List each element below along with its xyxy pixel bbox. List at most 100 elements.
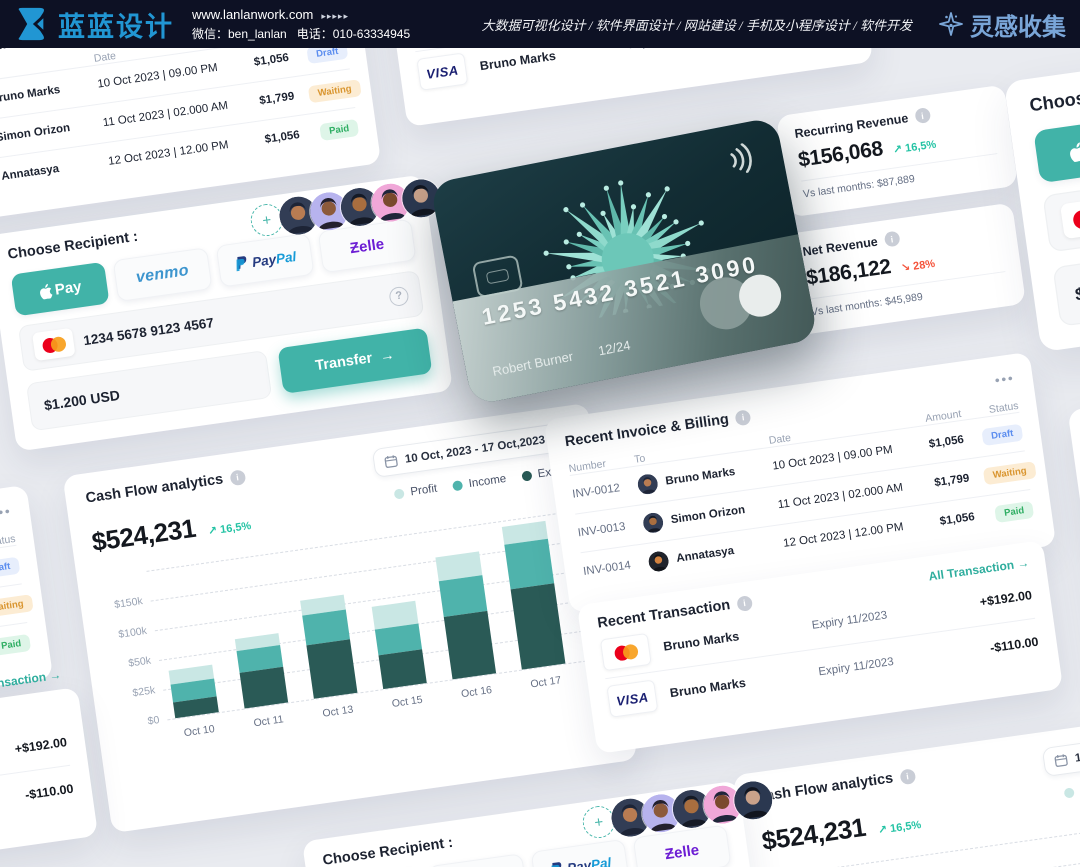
transaction-expiry: Expiry 11/2023 bbox=[817, 655, 895, 679]
transfer-label: Transfer bbox=[314, 350, 374, 375]
website-url[interactable]: www.lanlanwork.com bbox=[192, 6, 314, 22]
transaction-row[interactable]: Bruno Marks Expiry 11/2023 +$192.00 bbox=[598, 572, 1036, 680]
avatar[interactable] bbox=[701, 783, 744, 826]
status-badge: Paid bbox=[319, 118, 360, 141]
y-axis-tick: $25k bbox=[131, 684, 156, 700]
recurring-revenue-value: $156,068 bbox=[796, 137, 885, 172]
chart-bar[interactable] bbox=[300, 594, 358, 699]
avatar[interactable] bbox=[670, 788, 713, 831]
apple-icon bbox=[39, 283, 53, 300]
bar-segment-income bbox=[504, 538, 555, 590]
invoice-amount: $1,056 bbox=[939, 511, 976, 528]
transaction-amount: -$110.00 bbox=[989, 634, 1040, 656]
cashflow-delta-value: 16,5% bbox=[219, 519, 252, 537]
visa-icon: VISA bbox=[606, 679, 659, 718]
more-menu-icon[interactable]: ••• bbox=[0, 503, 13, 521]
avatar[interactable] bbox=[277, 194, 320, 237]
status-badge: Draft bbox=[0, 556, 21, 579]
date-range-value: 10 Oct, 2023 - 17 Oct,2023 bbox=[1074, 733, 1080, 765]
invoice-amount: $1,056 bbox=[253, 51, 290, 69]
date-range-picker[interactable]: 10 Oct, 2023 - 17 Oct,2023 ∨ bbox=[1041, 720, 1080, 778]
services-list: 大数据可视化设计 / 软件界面设计 / 网站建设 / 手机及小程序设计 / 软件… bbox=[481, 17, 912, 33]
status-badge: Waiting bbox=[982, 460, 1037, 485]
avatar[interactable] bbox=[609, 796, 652, 839]
avatar-list bbox=[611, 779, 775, 838]
invoice-status-cell: Draft bbox=[0, 556, 21, 579]
status-badge: Waiting bbox=[307, 78, 362, 103]
invoice-amount: $1,056 bbox=[928, 433, 965, 451]
chart-bar[interactable] bbox=[371, 600, 427, 690]
logo[interactable]: 蓝蓝设计 bbox=[12, 5, 174, 44]
help-icon[interactable]: ? bbox=[388, 285, 410, 307]
avatar[interactable] bbox=[732, 779, 775, 822]
transfer-button[interactable]: Transfer → bbox=[277, 327, 433, 394]
info-icon: i bbox=[898, 767, 916, 785]
pay-method-venmo[interactable]: venmo bbox=[427, 853, 528, 867]
inspiration-collection[interactable]: 灵感收集 bbox=[938, 7, 1066, 42]
legend-label: Income bbox=[467, 472, 507, 491]
invoice-to: Annatasya bbox=[0, 152, 110, 191]
logo-text: 蓝蓝设计 bbox=[58, 11, 174, 42]
invoice-amount: $1,799 bbox=[258, 90, 296, 108]
avatar[interactable] bbox=[640, 792, 683, 835]
recipient-avatar-group: + bbox=[580, 779, 774, 843]
invoice-number: INV-0014 bbox=[582, 559, 632, 578]
cashflow-card-title: Cash Flow analytics i bbox=[755, 766, 917, 806]
invoice-number: INV-0012 bbox=[571, 482, 621, 501]
avatar[interactable] bbox=[369, 181, 412, 224]
mastercard-icon bbox=[599, 632, 652, 672]
cashflow-title-text: Cash Flow analytics bbox=[754, 770, 895, 806]
chart-bar[interactable] bbox=[435, 551, 497, 680]
invoice-date: 12 Oct 2023 | 12.00 PM bbox=[782, 521, 905, 550]
legend-dot bbox=[393, 488, 406, 500]
card-number-field[interactable]: 1234 5678 9123 4567 ? bbox=[1042, 125, 1080, 253]
avatar[interactable] bbox=[400, 177, 443, 220]
invoice-date: 12 Oct 2023 | 12.00 PM bbox=[107, 139, 230, 168]
date-range-picker[interactable]: 10 Oct, 2023 - 17 Oct,2023 ∨ bbox=[371, 421, 574, 479]
avatar[interactable] bbox=[308, 190, 351, 233]
invoice-status-cell: Draft bbox=[977, 423, 1024, 446]
pay-method-paypal[interactable]: Pay Pal bbox=[215, 232, 315, 288]
contact-info: www.lanlanwork.com ▸▸▸▸▸ 微信：ben_lanlan 电话… bbox=[192, 5, 410, 44]
collection-title: 灵感收集 bbox=[970, 14, 1066, 41]
avatar[interactable] bbox=[338, 186, 381, 229]
pay-method-apple-pay[interactable]: Pay bbox=[1033, 114, 1080, 184]
cashflow-delta: ↗ 16,5% bbox=[207, 519, 252, 538]
invoice-status-cell: Paid bbox=[313, 118, 360, 141]
chart-bar[interactable] bbox=[234, 632, 289, 709]
bar-segment-expand bbox=[378, 649, 427, 690]
paypal-icon bbox=[551, 862, 562, 867]
chart-bar[interactable] bbox=[168, 664, 219, 719]
arrow-right-icon: → bbox=[378, 347, 396, 366]
x-axis-label: Oct 13 bbox=[321, 703, 355, 720]
pay-method-apple-pay[interactable]: Pay bbox=[10, 261, 110, 317]
arrow-up-right-icon: ↗ bbox=[207, 524, 219, 538]
pay-method-paypal[interactable]: Pay Pal bbox=[530, 838, 630, 867]
invoice-row[interactable]: INV-0014 Annatasya 12 Oct 2023 | 12.00 PM $… bbox=[580, 489, 1036, 591]
card-number-field[interactable]: 1234 5678 9123 4567 ? bbox=[17, 270, 425, 372]
invoice-to: Simon Orizon bbox=[642, 495, 779, 534]
transaction-expiry: Expiry 11/2023 bbox=[811, 609, 888, 632]
transaction-name: Bruno Marks bbox=[479, 48, 557, 74]
invoice-amount: $1,799 bbox=[933, 472, 971, 490]
cashflow-delta-value: 16,5% bbox=[889, 818, 922, 836]
pay-method-venmo[interactable]: venmo bbox=[112, 247, 213, 302]
visa-icon: VISA bbox=[416, 52, 469, 91]
bar-segment-expand bbox=[306, 639, 358, 699]
status-badge: Paid bbox=[994, 500, 1035, 523]
arrow-up-right-icon: ↗ bbox=[892, 143, 904, 157]
transaction-amount: -$110.00 bbox=[24, 781, 75, 803]
more-menu-icon[interactable]: ••• bbox=[993, 370, 1016, 388]
phone-label: 电话：010-63334945 bbox=[296, 26, 411, 41]
y-axis-tick: $150k bbox=[113, 595, 144, 612]
invoice-to-name: Annatasya bbox=[0, 162, 60, 183]
avatar bbox=[642, 512, 665, 535]
